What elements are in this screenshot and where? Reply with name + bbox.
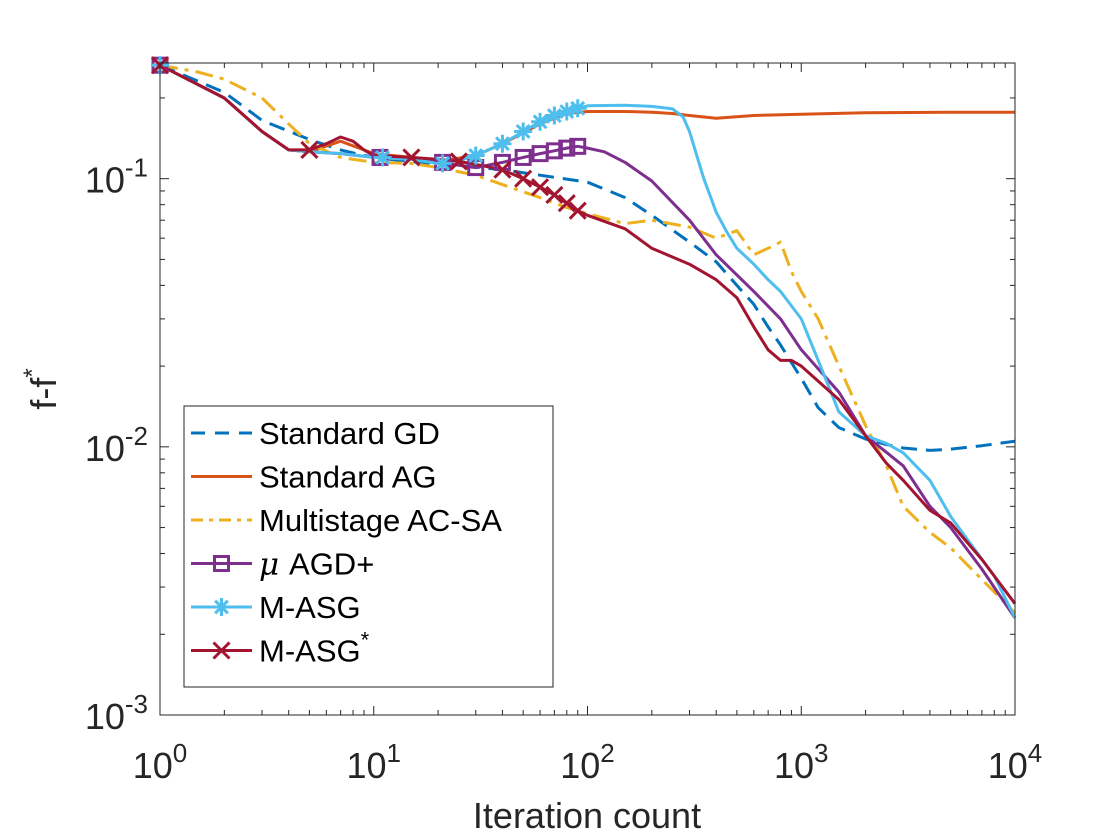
y-tick-labels: 10-110-210-3 [85,153,148,737]
x-tick-labels: 100 101 102 103 104 [133,738,1043,786]
x-tick-label-exponent: 2 [600,738,614,768]
legend-label-text: M-ASG [259,590,361,625]
marker-layer [150,56,587,220]
legend-label-text: Standard GD [259,416,440,451]
series-4-marker [545,142,563,160]
series-6-marker [531,178,550,197]
series-4-marker [558,139,576,157]
series-5-marker [514,122,533,141]
legend-label-superscript: * [361,628,370,653]
series-6-marker [449,152,468,171]
y-tick-label: 10-1 [85,153,148,201]
x-tick-label-base: 10 [560,745,600,786]
legend-label: Standard GD [259,416,440,451]
x-tick-label: 104 [988,738,1043,786]
y-axis-title-group: f-f* [19,368,64,409]
legend-swatch-marker [213,555,230,572]
y-tick-label-base: 10 [85,696,125,737]
series-6-marker [557,194,576,213]
legend: Standard GD Standard AG Multistage AC-SA μ … [183,405,554,688]
x-tick-label-base: 10 [774,745,814,786]
legend-label-text: AGD+ [289,547,374,582]
x-tick-label: 101 [346,738,401,786]
x-tick-label-base: 10 [346,745,386,786]
x-tick-label: 103 [774,738,829,786]
legend-label: M-ASG [259,590,361,625]
series-5-marker [493,134,512,153]
x-tick-label-base: 10 [133,745,173,786]
legend-label-text: Standard AG [259,460,437,495]
y-tick-label-exponent: -2 [125,421,148,451]
series-line-5 [159,63,1017,619]
y-tick-label: 10-2 [85,421,148,469]
y-axis-title: f-f* [19,368,64,409]
legend-box [183,405,554,688]
x-tick-label-exponent: 3 [814,738,828,768]
series-5-marker [433,154,452,173]
legend-label-prefix: μ [259,547,289,583]
series-4-marker [569,137,587,155]
tick-layer [159,63,1015,716]
series-5-marker [466,146,485,165]
legend-entry-3: Multistage AC-SA [191,503,502,538]
series-6-marker [514,169,533,188]
x-tick-label-base: 10 [988,745,1028,786]
series-5-marker [568,99,587,118]
legend-label-text: M-ASG [259,634,361,669]
x-tick-label-exponent: 1 [387,738,401,768]
legend-label-text: Multistage AC-SA [259,503,502,538]
legend-label: M-ASG* [259,628,370,669]
x-tick-label-exponent: 0 [173,738,187,768]
legend-swatch-marker [212,641,231,660]
legend-entry-1: Standard GD [191,416,440,451]
y-tick-label-base: 10 [85,160,125,201]
legend-entry-4: μ AGD+ [191,547,374,583]
legend-label: Multistage AC-SA [259,503,502,538]
legend-entry-6: M-ASG* [191,628,370,669]
x-axis-title: Iteration count [473,795,701,836]
series-4-marker [514,148,532,166]
series-6-marker [493,160,512,179]
y-tick-label-exponent: -3 [125,689,148,719]
legend-label: μ AGD+ [259,547,374,583]
x-tick-label-exponent: 4 [1028,738,1042,768]
series-6-marker [568,201,587,220]
series-5-marker [531,112,550,131]
legend-swatch-marker [212,598,231,616]
y-tick-label: 10-3 [85,689,148,737]
y-axis-title-superscript: * [19,368,46,377]
y-tick-label-exponent: -1 [125,153,148,183]
y-tick-label-base: 10 [85,428,125,469]
y-axis-title-text: f-f [23,377,64,410]
legend-entry-2: Standard AG [191,460,437,495]
series-6-marker [300,140,319,159]
series-6-marker [545,185,564,204]
series-6-marker [402,148,421,167]
legend-label: Standard AG [259,460,437,495]
x-tick-label: 100 [133,738,188,786]
x-tick-label: 102 [560,738,615,786]
legend-entry-5: M-ASG [191,590,361,625]
series-5-marker [373,148,392,167]
